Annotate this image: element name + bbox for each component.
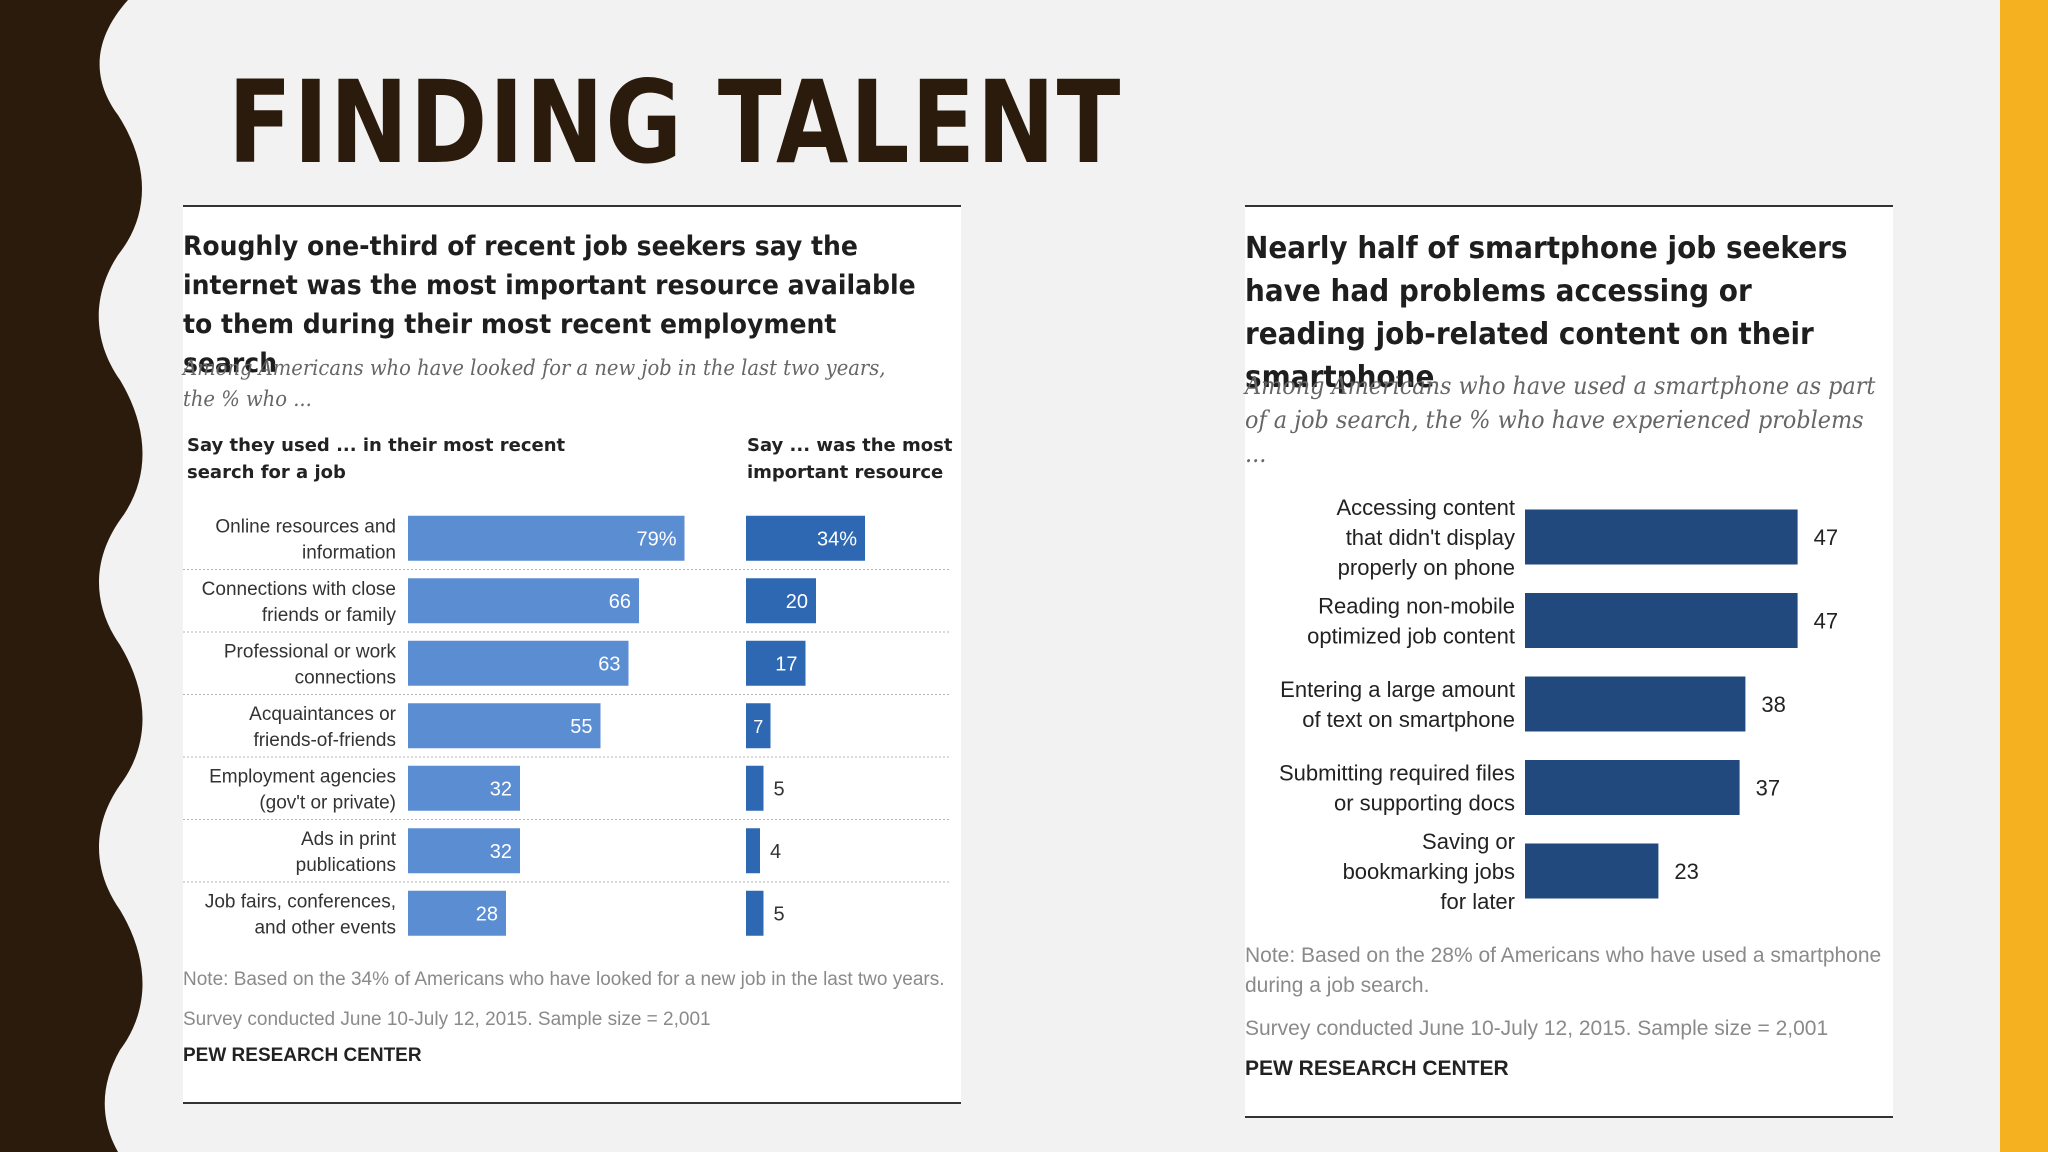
bar-important <box>746 578 816 624</box>
column-header-used-line: Say they used ... in their most recent <box>187 435 566 456</box>
bar-value-label: 28 <box>476 903 498 925</box>
category-label: Acquaintances or <box>249 704 396 725</box>
bar-used <box>408 578 639 624</box>
bar-important <box>746 765 764 811</box>
category-label: Accessing content <box>1336 495 1515 520</box>
chart-card-job-resources: Roughly one-third of recent job seekers … <box>183 205 961 1104</box>
bar-value-label: 66 <box>609 591 631 613</box>
chart-note-line: during a job search. <box>1245 974 1430 997</box>
category-label: or supporting docs <box>1334 791 1515 816</box>
bar-value-label: 47 <box>1814 609 1838 634</box>
chart-note-line: Note: Based on the 28% of Americans who … <box>1245 944 1882 967</box>
bar-value-label: 79% <box>636 528 676 550</box>
bar <box>1525 843 1659 899</box>
bar-value-label: 47 <box>1814 525 1838 550</box>
bar-value-label: 7 <box>753 717 763 737</box>
column-header-used-line: search for a job <box>187 462 346 483</box>
category-label: Online resources and <box>215 516 396 537</box>
chart-survey-info: Survey conducted June 10-July 12, 2015. … <box>183 1009 711 1030</box>
chart-source: PEW RESEARCH CENTER <box>183 1045 422 1066</box>
bar-important <box>746 828 760 874</box>
bar-value-label: 38 <box>1761 692 1785 717</box>
bar-value-label: 5 <box>774 903 785 925</box>
slide-title: FINDING TALENT <box>228 56 1123 189</box>
category-label: properly on phone <box>1338 555 1515 580</box>
bar <box>1525 509 1798 565</box>
category-label: Employment agencies <box>209 766 396 787</box>
category-label: Saving or <box>1422 829 1515 854</box>
category-label: bookmarking jobs <box>1343 859 1515 884</box>
bar-value-label: 34% <box>817 528 857 550</box>
column-header-important-line: Say ... was the most <box>747 435 953 456</box>
bar-important <box>746 703 771 749</box>
bar-important <box>746 515 865 561</box>
bar-value-label: 17 <box>775 653 797 675</box>
category-label: Submitting required files <box>1279 761 1515 786</box>
chart-source: PEW RESEARCH CENTER <box>1245 1057 1509 1080</box>
category-label: and other events <box>254 917 396 938</box>
bar-value-label: 20 <box>786 591 808 613</box>
chart-title: Nearly half of smartphone job seekers ha… <box>1245 231 1848 395</box>
bar-used <box>408 515 685 561</box>
column-header-important: Say ... was the most important resource <box>747 432 952 486</box>
category-label: of text on smartphone <box>1302 707 1515 732</box>
bar-value-label: 32 <box>490 778 512 800</box>
bar <box>1525 760 1740 815</box>
category-label: friends or family <box>262 605 397 626</box>
chart-note: Note: Based on the 28% of Americans who … <box>1245 941 1881 1001</box>
category-label: publications <box>296 855 396 876</box>
column-header-used: Say they used ... in their most recent s… <box>187 432 565 486</box>
category-label: connections <box>295 667 396 688</box>
category-label: Professional or work <box>224 641 397 662</box>
category-label: Entering a large amount <box>1280 677 1515 702</box>
bar-used <box>408 890 506 936</box>
column-header-important-line: important resource <box>747 462 944 483</box>
bar-value-label: 37 <box>1756 776 1780 801</box>
category-label: Ads in print <box>301 829 397 850</box>
chart-card-smartphone-problems: Nearly half of smartphone job seekers ha… <box>1245 205 1893 1118</box>
chart-title: Roughly one-third of recent job seekers … <box>183 231 916 379</box>
category-label: (gov't or private) <box>259 792 396 813</box>
category-label: Job fairs, conferences, <box>205 891 396 912</box>
category-label: information <box>302 542 396 563</box>
chart-note: Note: Based on the 34% of Americans who … <box>183 969 945 990</box>
category-label: optimized job content <box>1307 624 1515 649</box>
chart-subtitle: Among Americans who have looked for a ne… <box>183 356 886 411</box>
bar-value-label: 63 <box>598 653 620 675</box>
category-label: Reading non-mobile <box>1318 594 1515 619</box>
bar-value-label: 55 <box>570 716 592 738</box>
category-label: friends-of-friends <box>253 730 396 751</box>
category-label: for later <box>1440 889 1515 914</box>
bar-value-label: 4 <box>770 841 781 863</box>
bar-used <box>408 640 629 686</box>
bar-important <box>746 890 764 936</box>
chart-plot-job-resources: Online resources and information 79% 34% Con… <box>183 515 951 938</box>
bar-used <box>408 765 520 811</box>
bar-value-label: 23 <box>1674 859 1698 884</box>
chart-survey-info: Survey conducted June 10-July 12, 2015. … <box>1245 1017 1829 1040</box>
bar-used <box>408 703 601 749</box>
chart-subtitle: Among Americans who have used a smartpho… <box>1245 372 1876 468</box>
chart-plot-smartphone-problems: Accessing content that didn't display prop… <box>1279 495 1838 914</box>
right-accent-bar <box>2000 0 2048 1152</box>
bar <box>1525 593 1798 648</box>
bar-important <box>746 640 806 686</box>
bar-used <box>408 828 520 874</box>
bar-value-label: 5 <box>774 778 785 800</box>
left-decorative-band <box>0 0 143 1152</box>
category-label: Connections with close <box>202 579 396 600</box>
category-label: that didn't display <box>1346 525 1515 550</box>
bar-value-label: 32 <box>490 841 512 863</box>
bar <box>1525 676 1746 732</box>
